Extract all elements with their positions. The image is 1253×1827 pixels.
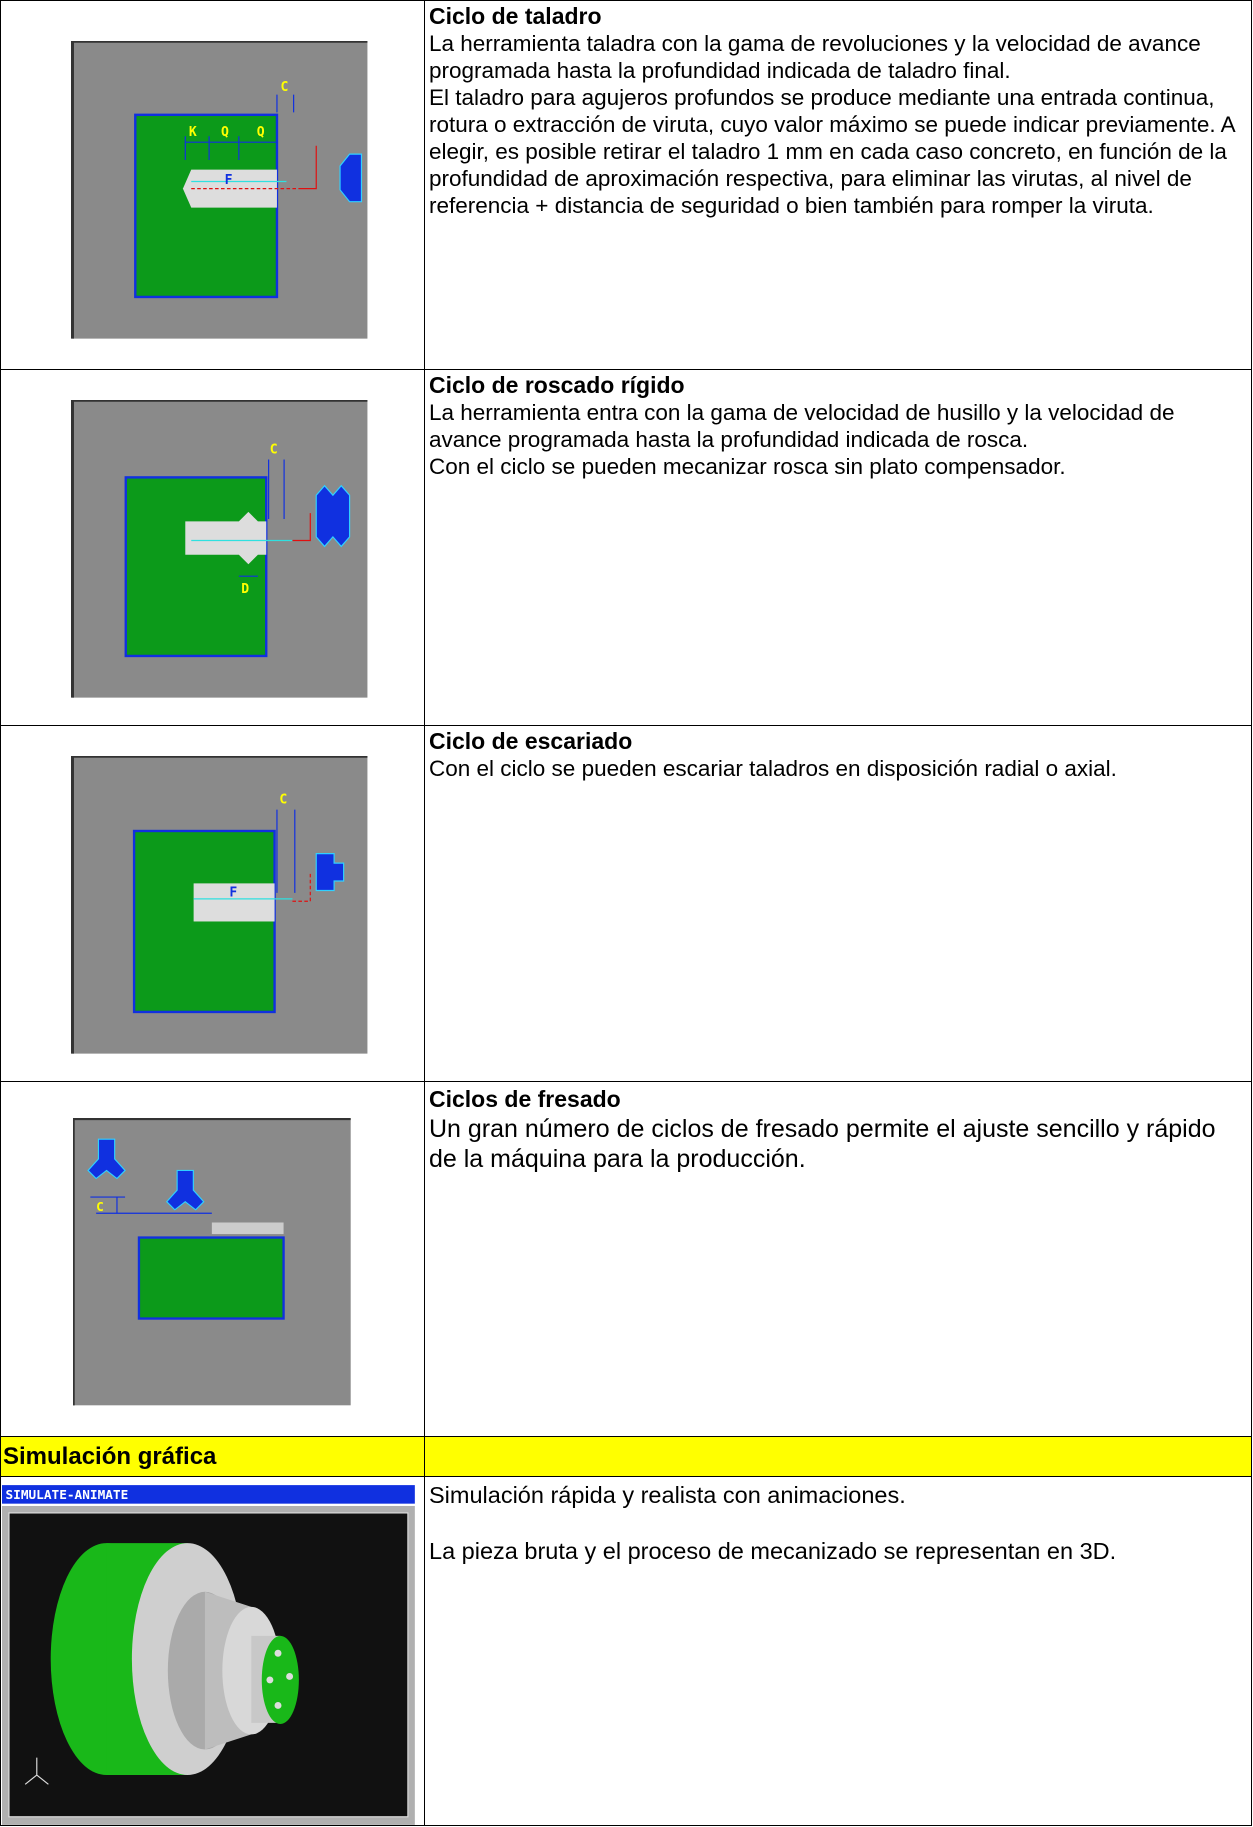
figure-label: F [225,173,233,188]
text-cell: Ciclo de escariado Con el ciclo se pueden… [424,725,1252,1082]
figure-label: C [281,80,289,95]
row: SIMULATE-ANIMATE Simulación rápida y rea… [0,1476,1252,1826]
figure-label: C [270,443,278,458]
image-cell: C [0,1081,425,1437]
image-cell: SIMULATE-ANIMATE [0,1476,425,1826]
figure-label: C [96,1199,104,1214]
drill-figure: K Q Q C F [71,41,368,339]
row-title: Ciclo de roscado rígido [429,372,685,398]
paragraph: Un gran número de ciclos de fresado perm… [429,1115,1216,1173]
row-title: Ciclo de escariado [429,728,633,754]
text-cell: Ciclo de taladro La herramienta taladra c… [424,0,1252,370]
paragraph: La herramienta entra con la gama de velo… [429,400,1175,452]
simulation-figure: SIMULATE-ANIMATE [2,1485,415,1825]
figure-label: Q [221,125,229,140]
text-cell: Simulación rápida y realista con animaci… [424,1476,1252,1826]
section-header-blank [424,1436,1252,1477]
figure-label: C [279,793,287,808]
text-cell: Ciclos de fresado Un gran número de ciclo… [424,1081,1252,1437]
reaming-figure: C F [71,756,368,1054]
paragraph: La herramienta taladra con la gama de re… [429,31,1201,83]
text-cell: Ciclo de roscado rígido La herramienta en… [424,369,1252,726]
paragraph: Con el ciclo se pueden mecanizar rosca s… [429,454,1066,479]
figure-label: K [189,125,197,140]
image-cell: K Q Q C F [0,0,425,370]
tapping-figure: C D [71,400,368,698]
row-title: Ciclos de fresado [429,1086,621,1112]
paragraph: Con el ciclo se pueden escariar taladros… [429,756,1117,781]
figure-label: F [229,885,237,900]
figure-label: Q [257,125,265,140]
image-cell: C D [0,369,425,726]
row-title: Ciclo de taladro [429,3,602,29]
paragraph: Simulación rápida y realista con animaci… [429,1482,906,1508]
milling-figure: C [73,1118,351,1406]
figure-label: D [241,582,249,597]
row: C D Ciclo de roscado rígido La herramient… [0,369,1252,726]
row: K Q Q C F Ciclo de taladro La herramienta… [0,0,1252,370]
row: C Ciclos de fresado Un gran número de cic… [0,1081,1252,1437]
row: C F Ciclo de escariado Con el ciclo se pu… [0,725,1252,1082]
paragraph: El taladro para agujeros profundos se pr… [429,85,1235,218]
image-cell: C F [0,725,425,1082]
paragraph: La pieza bruta y el proceso de mecanizad… [429,1538,1117,1564]
figure-label: SIMULATE-ANIMATE [5,1488,128,1503]
section-title: Simulación gráfica [0,1436,425,1477]
section-header-row: Simulación gráfica [0,1436,1252,1477]
